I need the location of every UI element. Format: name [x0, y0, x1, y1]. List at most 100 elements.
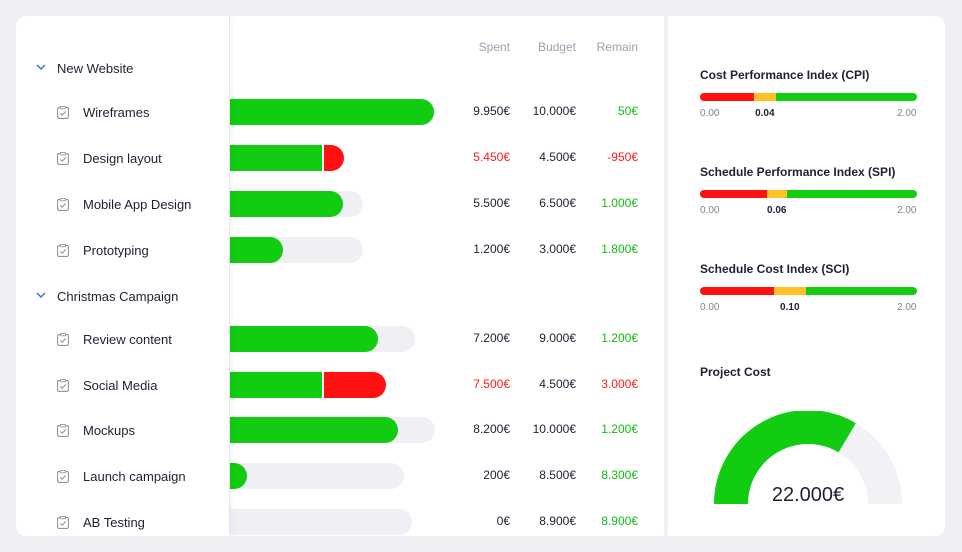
task-label: Prototyping: [83, 242, 149, 258]
kpi-max: 2.00: [897, 205, 917, 216]
kpi-bar-green: [806, 287, 917, 295]
spent-cell: 1.200€: [473, 242, 510, 256]
budget-table-card: New Website Wireframes Design layout Mobile…: [16, 16, 664, 536]
spent-bar: [230, 145, 323, 171]
budget-track: [230, 509, 413, 535]
spent-bar: [230, 99, 434, 125]
overspent-bar: [324, 145, 344, 171]
kpi-bar: [700, 190, 917, 198]
kpi-bar-yellow: [767, 190, 787, 198]
checklist-icon: [57, 516, 69, 529]
kpi-max: 2.00: [897, 302, 917, 313]
overspent-bar: [324, 372, 387, 398]
spent-cell: 7.200€: [473, 331, 510, 345]
task-row[interactable]: Mobile App Design: [16, 192, 230, 216]
kpi-min: 0.00: [700, 205, 720, 216]
column-header-remain: Remain: [596, 40, 638, 54]
task-row[interactable]: Mockups: [16, 418, 230, 442]
project-cost-gauge: [714, 411, 902, 505]
spent-cell: 7.500€: [473, 377, 510, 391]
task-label: Design layout: [83, 150, 162, 166]
kpi-bar-green: [786, 190, 917, 198]
checklist-icon: [57, 244, 69, 257]
task-label: Launch campaign: [83, 468, 186, 484]
chevron-down-icon: [36, 292, 46, 298]
kpi-bar: [700, 93, 917, 101]
task-row[interactable]: Launch campaign: [16, 464, 230, 488]
column-header-budget: Budget: [537, 40, 576, 54]
remain-cell: 3.000€: [601, 377, 638, 391]
kpi-bar: [700, 287, 917, 295]
budget-cell: 6.500€: [539, 196, 576, 210]
spent-cell: 8.200€: [473, 422, 510, 436]
task-label: Social Media: [83, 377, 158, 393]
task-row[interactable]: AB Testing: [16, 510, 230, 534]
task-label: Mockups: [83, 422, 136, 438]
budget-cell: 4.500€: [539, 377, 576, 391]
project-cost-title: Project Cost: [700, 365, 771, 379]
kpi-title: Cost Performance Index (CPI): [700, 68, 870, 82]
spent-bar: [230, 417, 399, 443]
kpi-min: 0.00: [700, 108, 720, 119]
task-row[interactable]: Social Media: [16, 373, 230, 397]
task-row[interactable]: Prototyping: [16, 238, 230, 262]
spent-bar: [230, 372, 323, 398]
kpi-panel: Project Cost 22.000€ Cost Performance In…: [668, 16, 945, 536]
remain-cell: 8.900€: [601, 514, 638, 528]
task-row[interactable]: Design layout: [16, 146, 230, 170]
spent-cell: 0€: [496, 514, 510, 528]
spent-cell: 9.950€: [473, 104, 510, 118]
remain-cell: -950€: [607, 150, 638, 164]
remain-cell: 50€: [617, 104, 638, 118]
budget-cell: 8.500€: [539, 468, 576, 482]
kpi-bar-yellow: [773, 287, 807, 295]
spent-cell: 5.450€: [473, 150, 510, 164]
budget-cell: 8.900€: [539, 514, 576, 528]
spent-bar: [230, 463, 248, 489]
chevron-down-icon: [36, 64, 46, 70]
spent-bar: [230, 237, 284, 263]
task-row[interactable]: Wireframes: [16, 100, 230, 124]
group-row[interactable]: Christmas Campaign: [16, 284, 230, 308]
task-sidebar: New Website Wireframes Design layout Mobile…: [16, 16, 230, 536]
task-row[interactable]: Review content: [16, 327, 230, 351]
spent-bar: [230, 191, 343, 217]
kpi-bar-yellow: [754, 93, 776, 101]
task-label: Mobile App Design: [83, 196, 192, 212]
remain-cell: 1.200€: [601, 331, 638, 345]
budget-track: [230, 463, 405, 489]
kpi-title: Schedule Performance Index (SPI): [700, 165, 896, 179]
kpi-max: 2.00: [897, 108, 917, 119]
column-header-spent: Spent: [478, 40, 510, 54]
checklist-icon: [57, 424, 69, 437]
task-label: Review content: [83, 331, 172, 347]
group-row[interactable]: New Website: [16, 56, 230, 80]
kpi-value: 0.10: [780, 302, 800, 313]
kpi-value: 0.04: [755, 108, 775, 119]
kpi-bar-red: [700, 190, 768, 198]
group-label: New Website: [57, 60, 134, 76]
spent-cell: 5.500€: [473, 196, 510, 210]
spent-bar: [230, 326, 378, 352]
budget-cell: 9.000€: [539, 331, 576, 345]
remain-cell: 8.300€: [601, 468, 638, 482]
kpi-bar-red: [700, 287, 774, 295]
task-label: Wireframes: [83, 104, 150, 120]
kpi-min: 0.00: [700, 302, 720, 313]
group-label: Christmas Campaign: [57, 288, 179, 304]
kpi-title: Schedule Cost Index (SCI): [700, 262, 850, 276]
budget-cell: 3.000€: [539, 242, 576, 256]
kpi-value: 0.06: [767, 205, 787, 216]
task-label: AB Testing: [83, 514, 145, 530]
kpi-bar-red: [700, 93, 755, 101]
checklist-icon: [57, 379, 69, 392]
budget-cell: 4.500€: [539, 150, 576, 164]
spent-cell: 200€: [483, 468, 510, 482]
checklist-icon: [57, 106, 69, 119]
gauge-fill: [714, 411, 856, 505]
remain-cell: 1.800€: [601, 242, 638, 256]
remain-cell: 1.200€: [601, 422, 638, 436]
checklist-icon: [57, 198, 69, 211]
kpi-bar-green: [775, 93, 917, 101]
